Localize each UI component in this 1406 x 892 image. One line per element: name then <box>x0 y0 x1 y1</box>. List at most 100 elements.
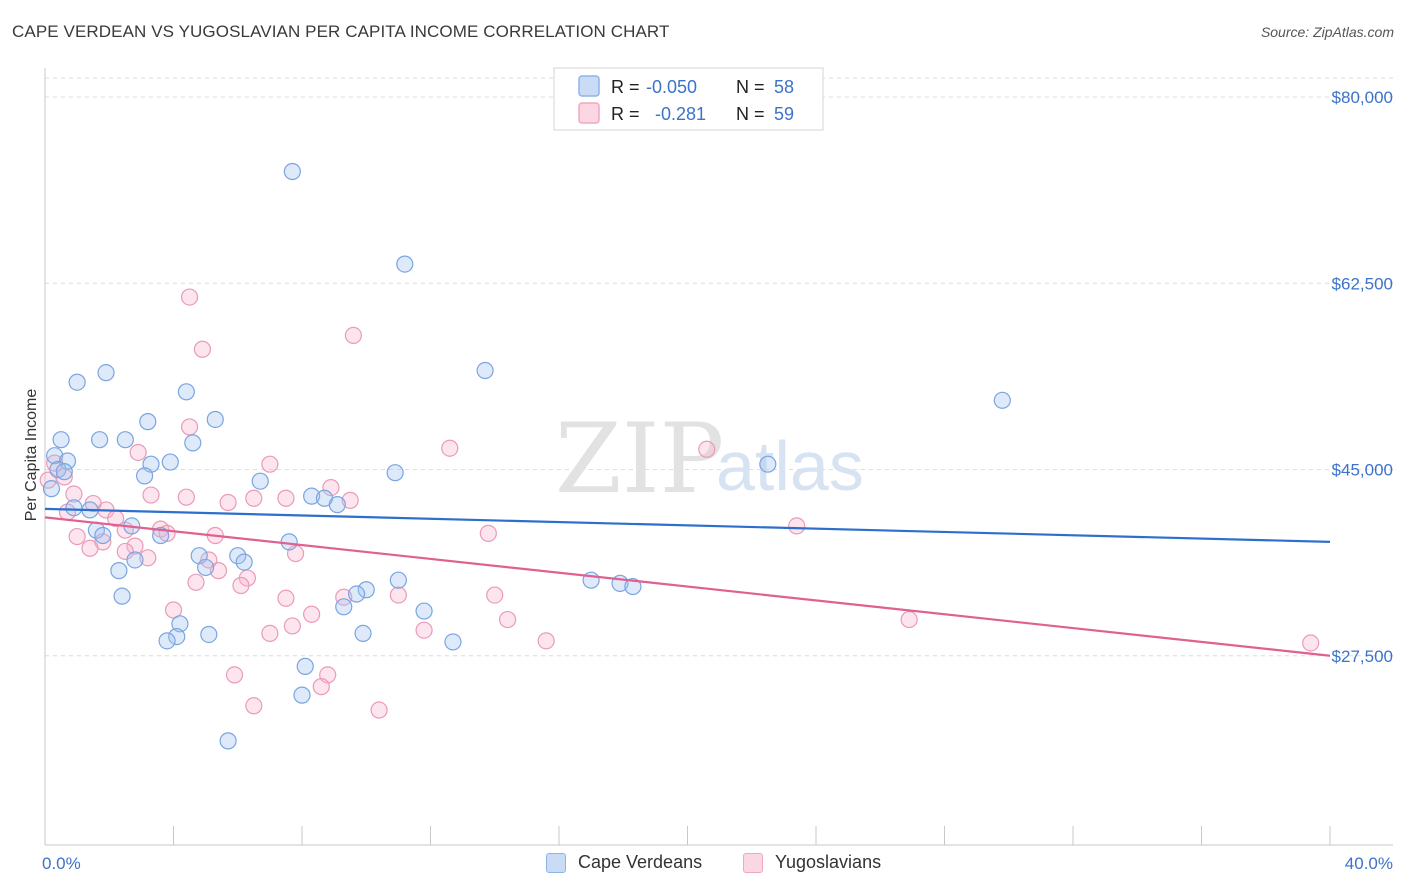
cape-verdean-point-47 <box>335 598 353 616</box>
x-tick-label-min: 0.0% <box>42 854 81 873</box>
yugoslavian-point-2 <box>344 326 362 344</box>
cape-verdean-point-13 <box>46 447 64 465</box>
y-tick-label-3: $80,000 <box>1332 88 1393 107</box>
source-label: Source: ZipAtlas.com <box>1260 24 1394 40</box>
cape-verdean-point-6 <box>177 383 195 401</box>
cape-verdean-point-21 <box>759 455 777 473</box>
yugoslavian-point-53 <box>225 666 244 684</box>
cape-verdean-point-30 <box>94 526 112 545</box>
yugoslavian-point-32 <box>139 549 157 567</box>
yugoslavian-point-29 <box>126 537 144 555</box>
yugoslavian-point-48 <box>261 624 279 643</box>
legend-n-label-2: N = <box>736 104 765 124</box>
yugoslavian-point-16 <box>322 478 340 497</box>
yugoslavian-point-41 <box>335 588 353 606</box>
legend-item-yugoslavians[interactable]: Yugoslavians <box>743 852 881 873</box>
yugoslavian-point-0 <box>180 288 199 306</box>
y-tick-labels: $27,500 $45,000 $62,500 $80,000 <box>1332 88 1393 666</box>
cape-verdean-point-14 <box>58 452 77 470</box>
chart-title: CAPE VERDEAN VS YUGOSLAVIAN PER CAPITA I… <box>12 22 670 41</box>
yugoslavian-point-14 <box>245 489 263 507</box>
cape-verdean-point-4 <box>97 364 115 382</box>
cape-verdean-point-35 <box>229 547 247 565</box>
trend-line-1 <box>44 516 1331 657</box>
yugoslavian-point-17 <box>341 491 359 509</box>
cape-verdean-point-18 <box>135 467 154 485</box>
trend-line-0 <box>44 507 1331 543</box>
cape-verdean-point-56 <box>293 686 311 704</box>
cape-verdean-point-55 <box>296 657 314 675</box>
yugoslavian-point-1 <box>193 340 212 358</box>
cape-verdean-point-45 <box>348 585 366 603</box>
cape-verdean-point-16 <box>161 453 179 471</box>
yugoslavian-point-5 <box>698 440 716 458</box>
legend-swatch-blue <box>546 852 566 873</box>
legend-swatch-pink <box>743 852 763 873</box>
yugoslavian-point-7 <box>129 443 147 462</box>
watermark: ZIP atlas <box>555 403 864 515</box>
cape-verdean-point-10 <box>91 431 109 449</box>
y-tick-label-0: $27,500 <box>1332 647 1393 666</box>
legend-swatch-cape-verdeans <box>578 75 600 97</box>
cape-verdean-point-11 <box>116 431 134 449</box>
yugoslavian-point-52 <box>1302 634 1320 652</box>
cape-verdean-point-12 <box>184 434 202 452</box>
bottom-legend: Cape Verdeans Yugoslavians <box>0 852 1406 878</box>
legend-label-yugoslavians: Yugoslavians <box>775 852 882 872</box>
cape-verdean-point-5 <box>68 373 86 391</box>
y-tick-label-1: $45,000 <box>1332 461 1393 480</box>
yugoslavian-point-31 <box>116 542 134 561</box>
cape-verdean-point-2 <box>476 361 494 380</box>
yugoslavian-point-15 <box>277 489 295 507</box>
cape-verdean-point-9 <box>52 431 70 449</box>
x-tick-label-max: 40.0% <box>1345 854 1393 873</box>
cape-verdean-point-54 <box>444 633 462 651</box>
watermark-atlas: atlas <box>716 427 864 505</box>
yugoslavian-point-44 <box>164 601 183 619</box>
cape-verdean-point-43 <box>624 577 642 596</box>
yugoslavian-point-40 <box>389 586 407 604</box>
yugoslavian-point-38 <box>479 524 497 542</box>
yugoslavian-point-3 <box>180 418 199 436</box>
yugoslavian-point-39 <box>788 517 806 535</box>
legend-r-label-2: R = <box>611 104 640 124</box>
cape-verdean-point-40 <box>389 571 407 589</box>
cape-verdean-point-22 <box>65 499 83 517</box>
legend-item-cape-verdeans[interactable]: Cape Verdeans <box>546 852 702 873</box>
cape-verdean-point-39 <box>197 558 215 577</box>
watermark-zip: ZIP <box>555 403 724 515</box>
yugoslavian-point-49 <box>415 621 433 639</box>
legend-r-label-1: R = <box>611 77 640 97</box>
cape-verdean-point-3 <box>993 391 1011 409</box>
cape-verdean-point-19 <box>251 472 269 490</box>
trend-lines <box>44 507 1331 657</box>
yugoslavian-point-57 <box>370 701 388 719</box>
yugoslavian-point-34 <box>209 562 228 580</box>
yugoslavian-point-47 <box>283 617 301 635</box>
cape-verdean-point-26 <box>303 487 321 505</box>
legend-r-value-1: -0.050 <box>646 77 697 97</box>
legend-r-value-2: -0.281 <box>655 104 706 124</box>
legend-n-value-1: 58 <box>774 77 794 97</box>
yugoslavian-point-43 <box>277 589 295 607</box>
yugoslavian-point-6 <box>261 455 279 473</box>
cape-verdean-point-1 <box>396 255 414 273</box>
cape-verdean-point-36 <box>235 553 253 571</box>
yugoslavian-point-45 <box>303 605 321 623</box>
cape-verdean-point-33 <box>280 533 298 551</box>
yugoslavian-points <box>39 288 1320 719</box>
legend-n-value-2: 59 <box>774 104 794 124</box>
cape-verdean-point-50 <box>168 627 186 646</box>
cape-verdean-point-0 <box>283 162 301 181</box>
yugoslavian-point-56 <box>245 697 263 715</box>
cape-verdean-point-46 <box>113 587 131 605</box>
cape-verdean-point-17 <box>49 460 67 479</box>
cape-verdean-point-25 <box>55 463 73 481</box>
yugoslavian-point-42 <box>486 586 504 604</box>
x-tick-labels: 0.0% 40.0% <box>42 854 1393 873</box>
cape-verdean-point-49 <box>171 615 189 633</box>
yugoslavian-point-22 <box>68 527 86 546</box>
y-tick-label-2: $62,500 <box>1332 274 1393 293</box>
cape-verdean-point-24 <box>42 480 61 498</box>
yugoslavian-point-30 <box>81 539 99 557</box>
